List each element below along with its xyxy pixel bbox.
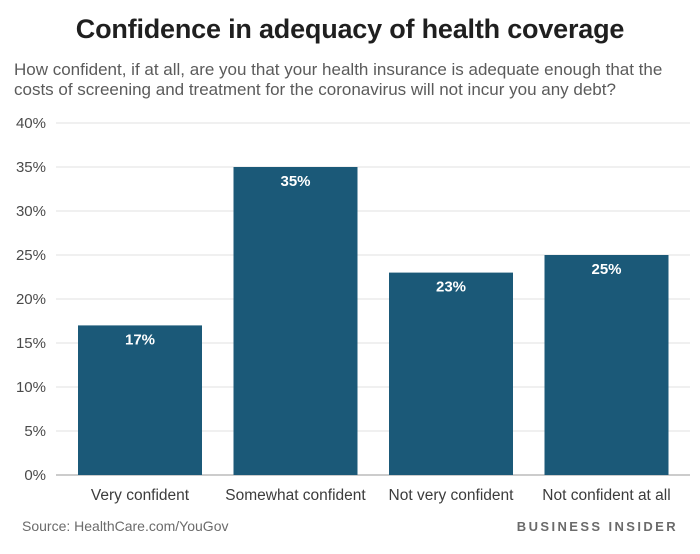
bar	[233, 167, 358, 475]
bar	[544, 255, 669, 475]
chart-title: Confidence in adequacy of health coverag…	[75, 14, 625, 44]
x-axis-labels: Very confident Somewhat confident Not very…	[91, 487, 671, 504]
bar	[389, 272, 513, 475]
data-labels: 17% 35% 23% 25%	[125, 173, 622, 348]
source-note: Source: HealthCare.com/YouGov	[22, 518, 229, 534]
y-tick-label: 25%	[16, 247, 46, 264]
y-tick-label: 30%	[16, 203, 46, 220]
bar-value-label: 35%	[280, 173, 310, 190]
y-tick-label: 0%	[24, 467, 46, 484]
brand-logo: BUSINESS INSIDER	[516, 519, 678, 534]
category-label: Very confident	[91, 487, 190, 504]
category-label: Not very confident	[389, 487, 515, 504]
y-tick-label: 40%	[16, 115, 46, 132]
y-tick-label: 10%	[16, 379, 46, 396]
y-tick-label: 35%	[16, 159, 46, 176]
bar-value-label: 25%	[591, 261, 621, 278]
bar-value-label: 17%	[125, 331, 155, 348]
bar-value-label: 23%	[436, 279, 466, 296]
category-label: Not confident at all	[542, 487, 670, 504]
y-axis-ticks: 0% 5% 10% 15% 20% 25% 30% 35% 40%	[16, 115, 46, 484]
y-tick-label: 20%	[16, 291, 46, 308]
bars	[78, 167, 669, 475]
bar	[78, 325, 202, 475]
y-tick-label: 15%	[16, 335, 46, 352]
y-tick-label: 5%	[24, 423, 46, 440]
category-label: Somewhat confident	[225, 487, 366, 504]
chart-subtitle: How confident, if at all, are you that y…	[14, 60, 663, 99]
